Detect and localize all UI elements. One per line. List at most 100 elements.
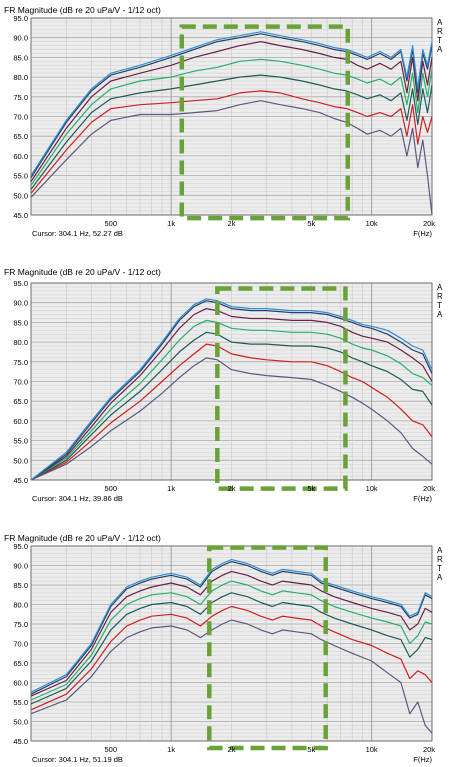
y-tick-label: 95.0 bbox=[13, 279, 28, 288]
series-line-3 bbox=[30, 41, 433, 182]
series-line-2 bbox=[30, 33, 433, 178]
series-line-4 bbox=[30, 580, 433, 701]
series-line-2 bbox=[30, 561, 433, 695]
y-tick-label: 85.0 bbox=[13, 318, 28, 327]
series-line-3 bbox=[30, 570, 433, 697]
y-tick-label: 90.0 bbox=[13, 299, 28, 308]
y-tick-label: 70.0 bbox=[13, 378, 28, 387]
series-line-6 bbox=[30, 90, 433, 194]
side-label-letter: A bbox=[437, 310, 443, 319]
highlight-box bbox=[207, 545, 328, 751]
y-tick-label: 80.0 bbox=[13, 601, 28, 610]
y-tick-label: 55.0 bbox=[13, 437, 28, 446]
x-tick-label: 10k bbox=[366, 745, 378, 754]
side-label-letter: A bbox=[437, 573, 443, 582]
side-label-letter: A bbox=[437, 283, 443, 292]
y-tick-label: 45.0 bbox=[13, 211, 28, 220]
series-line-5 bbox=[30, 74, 433, 190]
x-tick-label: 500 bbox=[105, 484, 118, 493]
highlight-box bbox=[179, 24, 350, 221]
x-axis-label: F(Hz) bbox=[413, 494, 432, 503]
series-line-7 bbox=[30, 619, 433, 734]
y-tick-label: 55.0 bbox=[13, 698, 28, 707]
chart-panel-2: FR Magnitude (dB re 20 uPa/V - 1/12 oct)… bbox=[4, 267, 443, 503]
x-tick-label: 20k bbox=[423, 484, 435, 493]
y-tick-label: 70.0 bbox=[13, 113, 28, 122]
x-tick-label: 500 bbox=[105, 219, 118, 228]
y-tick-label: 50.0 bbox=[13, 456, 28, 465]
x-axis-label: F(Hz) bbox=[413, 755, 432, 764]
series-line-7 bbox=[30, 100, 433, 216]
y-tick-label: 80.0 bbox=[13, 73, 28, 82]
series-line-1 bbox=[30, 559, 433, 693]
x-tick-label: 1k bbox=[167, 219, 175, 228]
y-tick-label: 60.0 bbox=[13, 679, 28, 688]
x-tick-label: 1k bbox=[167, 484, 175, 493]
x-tick-label: 2k bbox=[228, 745, 236, 754]
series-line-7 bbox=[30, 357, 433, 481]
side-label-letter: T bbox=[437, 36, 442, 45]
grid bbox=[30, 282, 433, 481]
cursor-readout: Cursor: 304.1 Hz, 51.19 dB bbox=[32, 755, 123, 764]
series-line-1 bbox=[30, 31, 433, 176]
y-tick-label: 50.0 bbox=[13, 191, 28, 200]
side-label-letter: A bbox=[437, 546, 443, 555]
series-line-6 bbox=[30, 343, 433, 481]
side-label-letter: A bbox=[437, 18, 443, 27]
chart-panel-1: FR Magnitude (dB re 20 uPa/V - 1/12 oct)… bbox=[4, 5, 443, 238]
y-tick-label: 65.0 bbox=[13, 132, 28, 141]
y-tick-label: 85.0 bbox=[13, 53, 28, 62]
highlight-box bbox=[215, 286, 348, 491]
x-axis-label: F(Hz) bbox=[413, 229, 432, 238]
side-label-letter: R bbox=[437, 555, 443, 564]
y-tick-label: 55.0 bbox=[13, 172, 28, 181]
y-tick-label: 70.0 bbox=[13, 640, 28, 649]
chart-title: FR Magnitude (dB re 20 uPa/V - 1/12 oct) bbox=[4, 533, 161, 543]
series-line-4 bbox=[30, 319, 433, 481]
y-tick-label: 75.0 bbox=[13, 93, 28, 102]
y-tick-label: 75.0 bbox=[13, 358, 28, 367]
x-tick-label: 2k bbox=[228, 484, 236, 493]
y-tick-label: 65.0 bbox=[13, 397, 28, 406]
x-tick-label: 5k bbox=[307, 745, 315, 754]
x-tick-label: 5k bbox=[307, 484, 315, 493]
x-tick-label: 10k bbox=[366, 484, 378, 493]
y-tick-label: 50.0 bbox=[13, 718, 28, 727]
y-tick-label: 75.0 bbox=[13, 620, 28, 629]
y-tick-label: 60.0 bbox=[13, 417, 28, 426]
series-line-3 bbox=[30, 308, 433, 481]
y-tick-label: 85.0 bbox=[13, 581, 28, 590]
series-line-6 bbox=[30, 605, 433, 711]
y-tick-label: 95.0 bbox=[13, 14, 28, 23]
chart-title: FR Magnitude (dB re 20 uPa/V - 1/12 oct) bbox=[4, 5, 161, 15]
series-line-4 bbox=[30, 58, 433, 186]
side-label-letter: T bbox=[437, 564, 442, 573]
y-tick-label: 90.0 bbox=[13, 34, 28, 43]
x-tick-label: 20k bbox=[423, 745, 435, 754]
side-label-letter: R bbox=[437, 292, 443, 301]
y-tick-label: 95.0 bbox=[13, 542, 28, 551]
cursor-readout: Cursor: 304.1 Hz, 52.27 dB bbox=[32, 229, 123, 238]
y-tick-label: 65.0 bbox=[13, 659, 28, 668]
y-tick-label: 60.0 bbox=[13, 152, 28, 161]
series-line-1 bbox=[30, 298, 433, 481]
y-tick-label: 80.0 bbox=[13, 338, 28, 347]
series-line-5 bbox=[30, 592, 433, 705]
x-tick-label: 5k bbox=[307, 219, 315, 228]
y-tick-label: 45.0 bbox=[13, 476, 28, 485]
series-line-2 bbox=[30, 300, 433, 481]
cursor-readout: Cursor: 304.1 Hz, 39.86 dB bbox=[32, 494, 123, 503]
x-tick-label: 500 bbox=[105, 745, 118, 754]
side-label-letter: T bbox=[437, 301, 442, 310]
y-tick-label: 90.0 bbox=[13, 562, 28, 571]
side-label-letter: R bbox=[437, 27, 443, 36]
x-tick-label: 1k bbox=[167, 745, 175, 754]
x-tick-label: 20k bbox=[423, 219, 435, 228]
x-tick-label: 2k bbox=[228, 219, 236, 228]
side-label-letter: A bbox=[437, 45, 443, 54]
chart-title: FR Magnitude (dB re 20 uPa/V - 1/12 oct) bbox=[4, 267, 161, 277]
grid bbox=[30, 17, 433, 216]
chart-panel-3: FR Magnitude (dB re 20 uPa/V - 1/12 oct)… bbox=[4, 533, 443, 764]
y-tick-label: 45.0 bbox=[13, 737, 28, 746]
series-line-5 bbox=[30, 331, 433, 481]
